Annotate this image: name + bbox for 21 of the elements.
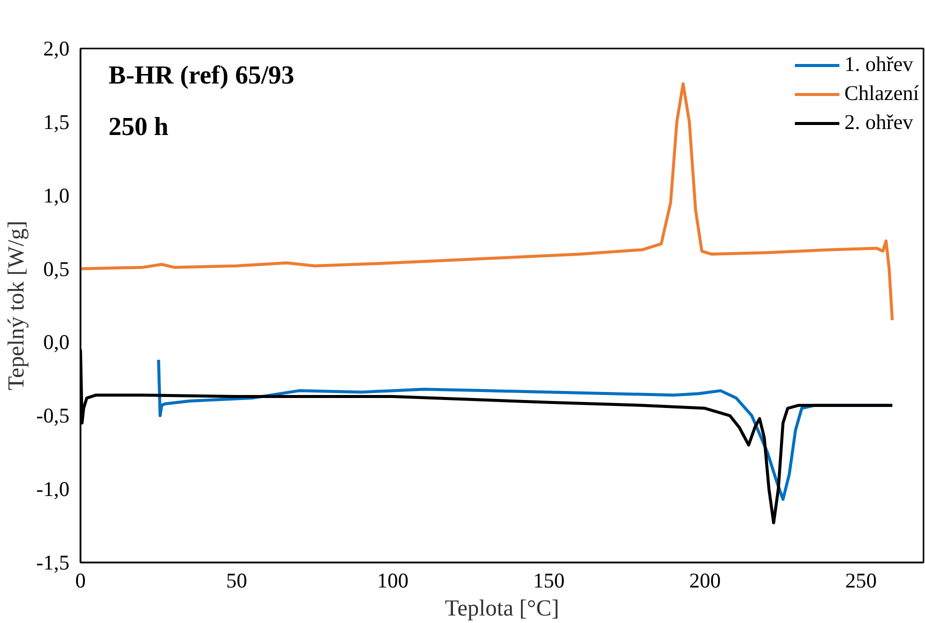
text: B-HR (ref) 65/93 <box>108 60 294 90</box>
y-tick-label: 2,0 <box>43 36 70 60</box>
legend-label: 2. ohřev <box>844 110 914 135</box>
x-tick-label: 50 <box>226 568 248 592</box>
x-tick-label: 150 <box>533 568 565 592</box>
x-tick-label: 200 <box>689 568 721 592</box>
y-tick-label: 1,5 <box>43 110 70 134</box>
y-tick-label: 0,5 <box>43 256 70 281</box>
x-tick-label: 250 <box>845 568 877 592</box>
legend-label: Chlazení <box>844 81 919 106</box>
x-tick-label: 0 <box>75 568 86 592</box>
y-tick-label: -1,0 <box>36 477 70 502</box>
x-tick-label: 100 <box>376 568 408 592</box>
y-axis-title: Tepelný tok [W/g] <box>3 220 28 390</box>
y-tick-label: 1,0 <box>43 183 70 208</box>
y-tick-label: -1,5 <box>36 550 70 574</box>
text: 250 h <box>108 112 169 141</box>
x-axis-title: Teplota [°C] <box>444 596 560 620</box>
y-tick-label: -0,5 <box>36 404 70 428</box>
legend-label: 1. ohřev <box>844 52 914 77</box>
y-tick-label: 0,0 <box>43 330 70 354</box>
